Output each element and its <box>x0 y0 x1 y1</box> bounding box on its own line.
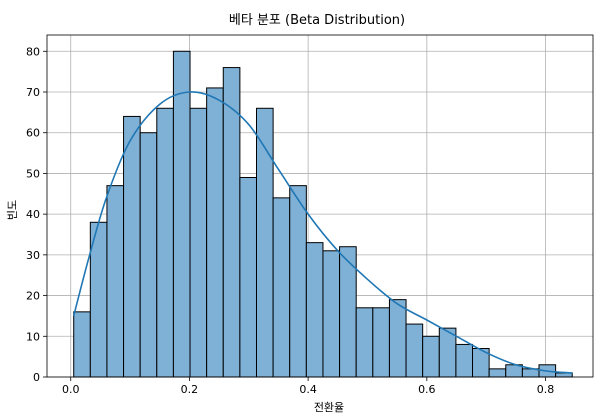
y-tick-label: 0 <box>33 371 40 384</box>
histogram-bar <box>488 368 507 378</box>
histogram-bar <box>388 299 407 378</box>
y-tick-label: 20 <box>26 290 40 303</box>
histogram-bar <box>405 323 424 378</box>
histogram-bar <box>139 132 158 378</box>
x-axis: 0.0 0.2 0.4 0.6 0.8 <box>62 377 554 396</box>
histogram-bar <box>172 50 191 378</box>
histogram-bar <box>272 197 291 378</box>
histogram-bar <box>123 115 141 378</box>
histogram-bar <box>289 185 307 378</box>
y-axis-label: 빈도 <box>6 200 19 220</box>
histogram-bar <box>106 185 125 378</box>
y-tick-label: 10 <box>26 330 40 343</box>
plot-frame <box>46 34 594 378</box>
x-tick-label: 0.6 <box>418 383 436 396</box>
kde-curve <box>72 91 573 374</box>
histogram-bar <box>305 242 324 378</box>
y-tick-label: 30 <box>26 249 40 262</box>
y-tick-label: 50 <box>26 167 40 180</box>
histogram-bar <box>322 250 341 378</box>
y-axis: 0 10 20 30 40 50 60 70 80 <box>26 45 47 384</box>
histogram-bar <box>206 87 224 378</box>
y-tick-label: 60 <box>26 127 40 140</box>
y-tick-label: 70 <box>26 86 40 99</box>
histogram-bar <box>372 307 390 378</box>
histogram-bar <box>422 335 440 378</box>
x-tick-label: 0.2 <box>181 383 199 396</box>
histogram-bar <box>455 343 474 378</box>
histogram-bar <box>239 177 257 378</box>
x-tick-label: 0.4 <box>299 383 317 396</box>
histogram-bar <box>355 307 374 378</box>
histogram-bar <box>189 107 208 378</box>
chart-title: 베타 분포 (Beta Distribution) <box>229 13 405 28</box>
x-tick-label: 0.8 <box>537 383 555 396</box>
y-tick-label: 40 <box>26 208 40 221</box>
y-tick-label: 80 <box>26 45 40 58</box>
x-tick-label: 0.0 <box>62 383 80 396</box>
histogram-bar <box>73 311 91 378</box>
histogram-bar <box>156 107 174 378</box>
x-axis-label: 전환율 <box>314 401 344 414</box>
